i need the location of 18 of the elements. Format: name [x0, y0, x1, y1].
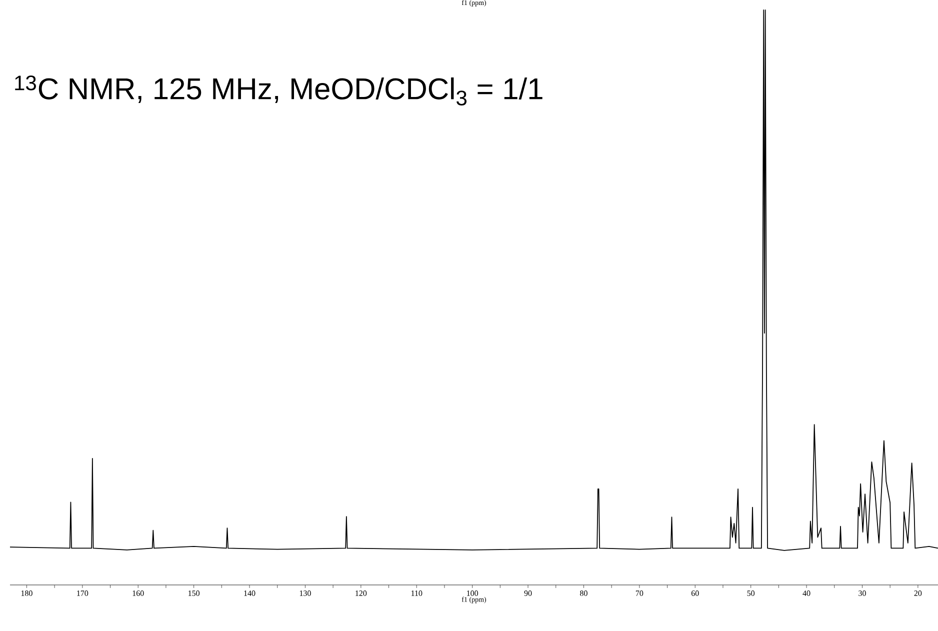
x-tick-label: 120	[356, 590, 367, 596]
x-tick-label: 150	[188, 590, 200, 596]
x-tick-label: 20	[914, 590, 922, 596]
x-tick-label: 160	[132, 590, 144, 596]
x-tick-label: 50	[747, 590, 755, 596]
x-tick-label: 80	[580, 590, 588, 596]
x-tick-label: 90	[524, 590, 532, 596]
x-tick-label: 100	[467, 590, 478, 596]
x-tick-label: 130	[300, 590, 311, 596]
x-tick-label: 170	[77, 590, 88, 596]
x-tick-label: 60	[691, 590, 699, 596]
x-tick-label: 40	[802, 590, 810, 596]
x-tick-label: 30	[858, 590, 866, 596]
x-tick-label: 140	[244, 590, 256, 596]
x-tick-label: 110	[411, 590, 422, 596]
text: $^{13}$C NMR, 125 MHz, MeOD/CDCl$_{3}$ = 1/1	[15, 75, 542, 106]
x-tick-label: 70	[636, 590, 644, 596]
x-tick-label: 180	[21, 590, 32, 596]
